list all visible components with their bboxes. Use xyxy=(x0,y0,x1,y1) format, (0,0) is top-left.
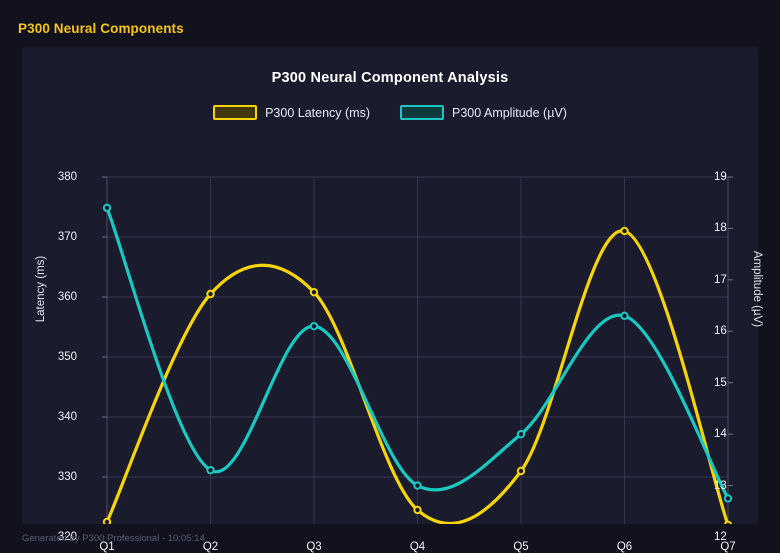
x-axis-tick-label: Q7 xyxy=(720,541,736,553)
y-axis-left-tick-label: 330 xyxy=(57,471,77,483)
legend-item-latency[interactable]: P300 Latency (ms) xyxy=(213,105,370,120)
legend-swatch-icon xyxy=(213,105,258,120)
x-axis-tick-label: Q6 xyxy=(616,541,633,553)
y-axis-right-tick-label: 18 xyxy=(714,222,727,235)
y-axis-right-tick-label: 13 xyxy=(714,479,727,492)
legend-item-label: P300 Amplitude (µV) xyxy=(452,105,567,120)
y-axis-right-tick-label: 12 xyxy=(714,531,727,543)
y-axis-right-tick-label: 14 xyxy=(714,428,727,441)
plot-area: Latency (ms) Amplitude (µV) 320 330 340 350… xyxy=(22,47,763,553)
chart-legend: P300 Latency (ms) P300 Amplitude (µV) xyxy=(22,105,758,120)
x-axis-tick-label: Q5 xyxy=(513,541,529,553)
x-axis-tick-label: Q3 xyxy=(306,541,322,553)
y-axis-left-tick-label: 360 xyxy=(57,291,77,303)
y-axis-left-tick-label: 340 xyxy=(57,411,77,423)
x-axis-tick-label: Q1 xyxy=(99,541,115,553)
chart-card: P300 Neural Component Analysis P300 Late… xyxy=(22,47,763,553)
y-axis-left-tick-label: 370 xyxy=(57,231,77,243)
y-axis-left-tick-label: 350 xyxy=(57,351,77,363)
y-axis-right-tick-label: 19 xyxy=(714,171,727,183)
legend-item-amplitude[interactable]: P300 Amplitude (µV) xyxy=(400,105,567,120)
page-title: P300 Neural Components xyxy=(18,21,184,36)
y-axis-left-tick-label: 320 xyxy=(57,531,77,543)
y-axis-right-tick-label: 15 xyxy=(714,376,727,389)
y-axis-left-label: Latency (ms) xyxy=(35,255,48,323)
y-axis-right-tick-label: 16 xyxy=(714,325,727,338)
x-axis-tick-label: Q2 xyxy=(202,541,219,553)
plot-svg xyxy=(102,176,733,542)
x-axis-tick-label: Q4 xyxy=(409,541,426,553)
y-axis-left-tick-label: 380 xyxy=(57,171,77,183)
legend-swatch-icon xyxy=(400,105,444,120)
footer-text: Generated by P300 Professional - 10:05:1… xyxy=(22,533,205,544)
legend-item-label: P300 Latency (ms) xyxy=(265,105,370,120)
y-axis-right-tick-label: 17 xyxy=(714,273,727,286)
chart-title: P300 Neural Component Analysis xyxy=(271,70,509,86)
y-axis-right-label: Amplitude (µV) xyxy=(751,250,764,328)
